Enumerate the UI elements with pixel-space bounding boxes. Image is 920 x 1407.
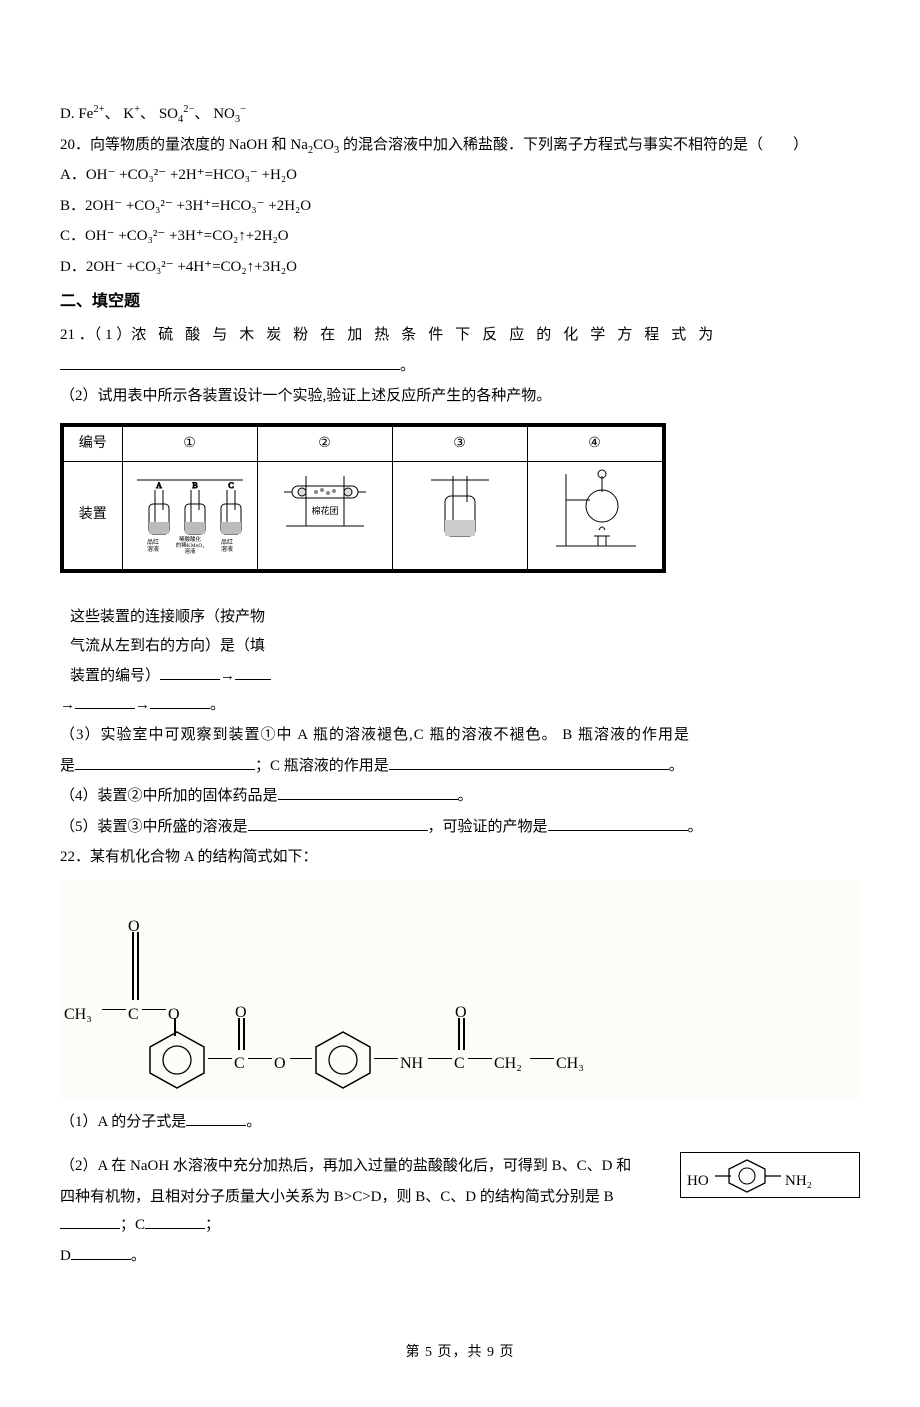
apparatus-row: 编号 ① ② ③ ④ 装置 A bbox=[60, 413, 860, 691]
blank[interactable] bbox=[548, 816, 688, 831]
molecule-structure: CH₃ C O O C O O NH C O CH₂ CH₃ bbox=[60, 880, 860, 1100]
blank[interactable] bbox=[145, 1214, 205, 1229]
svg-text:溶液: 溶液 bbox=[184, 547, 196, 554]
aside-text: 这些装置的连接顺序（按产物 气流从左到右的方向）是（填 装置的编号）→ bbox=[60, 583, 280, 691]
svg-text:溶液: 溶液 bbox=[146, 545, 158, 553]
blank[interactable] bbox=[278, 785, 458, 800]
table-row-label: 装置 bbox=[62, 462, 122, 571]
q21-p2: （2）试用表中所示各装置设计一个实验,验证上述反应所产生的各种产物。 bbox=[60, 382, 860, 411]
page-footer: 第 5 页，共 9 页 bbox=[60, 1340, 860, 1367]
blank[interactable] bbox=[60, 1214, 120, 1229]
apparatus-cell-3 bbox=[392, 462, 527, 571]
q22-p2e: D。 bbox=[60, 1242, 860, 1271]
q21-p5: （5）装置③中所盛的溶液是，可验证的产物是。 bbox=[60, 813, 860, 842]
col-1: ① bbox=[122, 425, 257, 462]
col-2: ② bbox=[257, 425, 392, 462]
q19-option-d: D. Fe2+、 K+、 SO42−、 NO3− bbox=[60, 100, 860, 129]
blank[interactable] bbox=[71, 1245, 131, 1260]
apparatus-cell-4 bbox=[527, 462, 664, 571]
blank[interactable] bbox=[150, 694, 210, 709]
blank[interactable] bbox=[75, 755, 255, 770]
apparatus-table: 编号 ① ② ③ ④ 装置 A bbox=[60, 423, 666, 573]
blank[interactable] bbox=[389, 755, 669, 770]
table-header-label: 编号 bbox=[62, 425, 122, 462]
q21-p1: 21 ．（ 1 ）浓硫酸与木炭粉在加热条件下反应的化学方程式为 bbox=[60, 321, 860, 350]
blank[interactable] bbox=[235, 665, 271, 680]
q20-d: D．2OH⁻ +CO₃²⁻ +4H⁺=CO₂↑+3H₂O bbox=[60, 253, 860, 282]
blank[interactable] bbox=[60, 355, 400, 370]
q21-p4: （4）装置②中所加的固体药品是。 bbox=[60, 782, 860, 811]
q21-p3: （3）实验室中可观察到装置①中 A 瓶的溶液褪色,C 瓶的溶液不褪色。 B 瓶溶… bbox=[60, 721, 860, 750]
section-2-header: 二、填空题 bbox=[60, 287, 860, 317]
q22-p1: （1）A 的分子式是。 bbox=[60, 1108, 860, 1137]
q20-a: A．OH⁻ +CO₃²⁻ +2H⁺=HCO₃⁻ +H₂O bbox=[60, 161, 860, 190]
svg-text:的稀KMnO₄: 的稀KMnO₄ bbox=[175, 541, 204, 549]
q21-seq-cont: →→。 bbox=[60, 691, 860, 720]
bottle-b-label: 稀酸酸化 bbox=[178, 535, 201, 543]
bottle-c-label: 品红 bbox=[220, 538, 232, 546]
blank[interactable] bbox=[160, 665, 220, 680]
label-c: C bbox=[228, 481, 233, 490]
apparatus-cell-1: A B bbox=[122, 462, 257, 571]
q22-stem: 22．某有机化合物 A 的结构简式如下： bbox=[60, 843, 860, 872]
label: D. bbox=[60, 106, 75, 122]
q20-b: B．2OH⁻ +CO₃²⁻ +3H⁺=HCO₃⁻ +2H₂O bbox=[60, 192, 860, 221]
svg-text:溶液: 溶液 bbox=[220, 545, 232, 553]
col-4: ④ bbox=[527, 425, 664, 462]
blank[interactable] bbox=[75, 694, 135, 709]
col-3: ③ bbox=[392, 425, 527, 462]
label-b: B bbox=[192, 481, 197, 490]
q20-c: C．OH⁻ +CO₃²⁻ +3H⁺=CO₂↑+2H₂O bbox=[60, 222, 860, 251]
blank[interactable] bbox=[248, 816, 428, 831]
cotton-label: 棉花团 bbox=[311, 505, 338, 516]
bottle-a-label: 品红 bbox=[146, 538, 158, 546]
apparatus-cell-2: 棉花团 bbox=[257, 462, 392, 571]
label-a: A bbox=[156, 481, 162, 490]
molecule-small: HO NH₂ bbox=[680, 1152, 860, 1198]
q20-stem: 20．向等物质的量浓度的 NaOH 和 Na2CO3 的混合溶液中加入稀盐酸．下… bbox=[60, 131, 860, 160]
blank[interactable] bbox=[186, 1111, 246, 1126]
